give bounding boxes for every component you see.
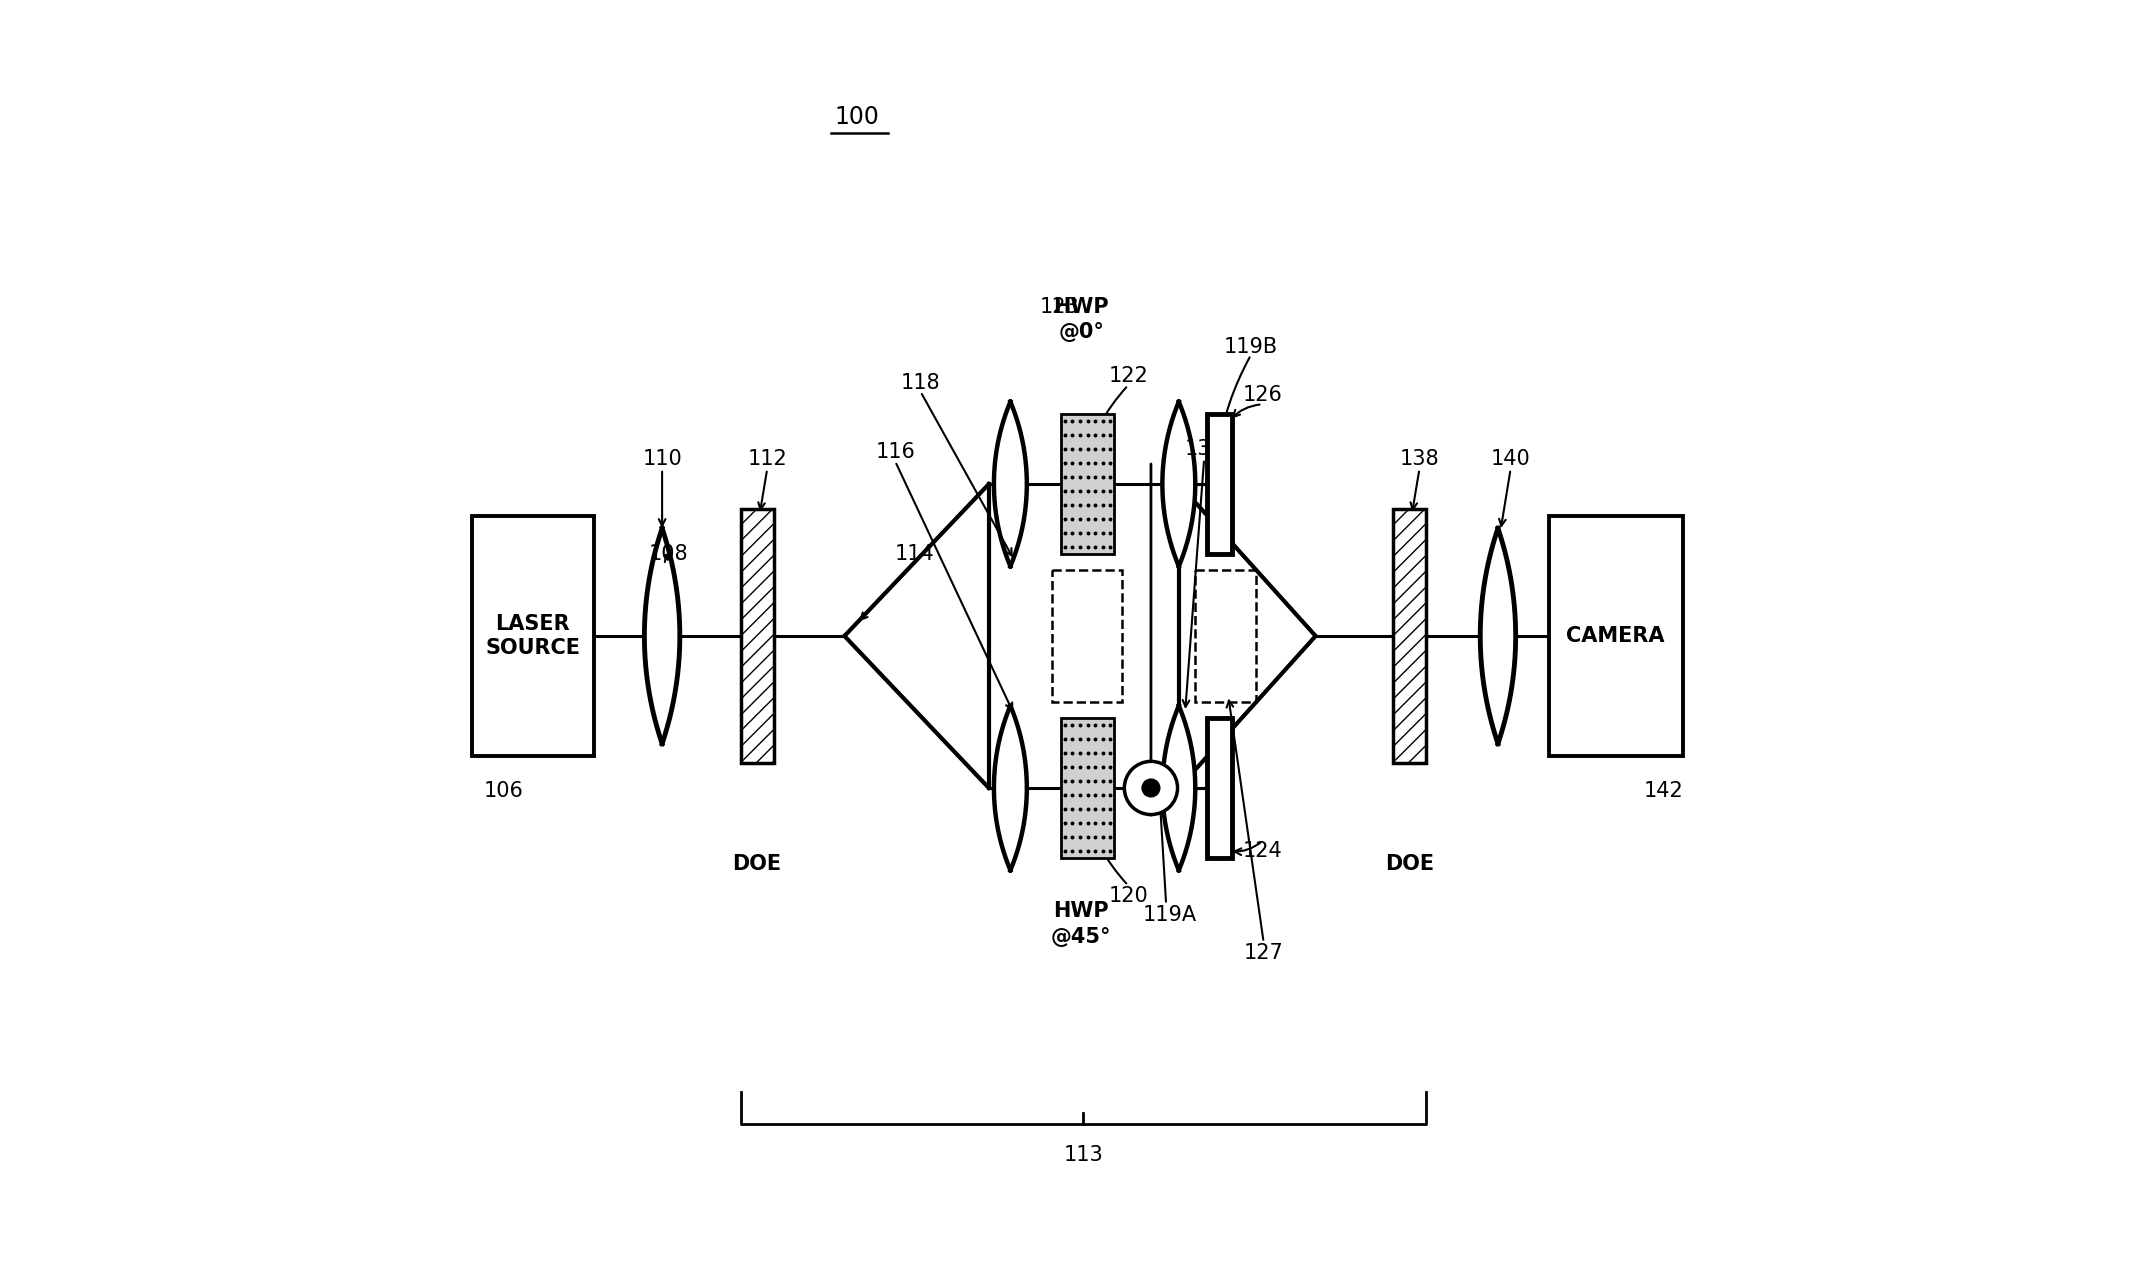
- Bar: [1060, 415, 1114, 553]
- Text: HWP: HWP: [1054, 901, 1110, 921]
- Text: 127: 127: [1243, 943, 1284, 963]
- Text: 114: 114: [894, 543, 933, 563]
- Text: DOE: DOE: [1386, 854, 1433, 874]
- Bar: [1207, 719, 1233, 857]
- Polygon shape: [1162, 706, 1196, 870]
- Text: 116: 116: [875, 443, 916, 462]
- Bar: [1060, 719, 1114, 857]
- Bar: [1052, 570, 1123, 702]
- Bar: [741, 509, 774, 763]
- Text: 123: 123: [1041, 296, 1080, 317]
- Polygon shape: [644, 528, 679, 744]
- Text: 113: 113: [1062, 1145, 1103, 1165]
- Bar: [1392, 509, 1427, 763]
- Text: 112: 112: [748, 449, 787, 468]
- Bar: [1549, 515, 1683, 757]
- Bar: [1207, 415, 1233, 553]
- Text: 120: 120: [1108, 885, 1149, 906]
- Text: CAMERA: CAMERA: [1567, 626, 1666, 646]
- Text: 106: 106: [485, 781, 524, 800]
- Text: 110: 110: [642, 449, 681, 468]
- Text: DOE: DOE: [733, 854, 782, 874]
- Polygon shape: [1480, 528, 1515, 744]
- Text: 142: 142: [1644, 781, 1683, 800]
- Text: LASER
SOURCE: LASER SOURCE: [485, 614, 580, 658]
- Text: 100: 100: [834, 106, 879, 130]
- Circle shape: [1142, 780, 1159, 796]
- Text: 136: 136: [1185, 439, 1224, 459]
- Text: 119A: 119A: [1142, 904, 1196, 925]
- Text: 138: 138: [1399, 449, 1440, 468]
- Polygon shape: [1162, 402, 1196, 566]
- Text: 126: 126: [1243, 385, 1282, 406]
- Bar: [472, 515, 595, 757]
- Bar: [1196, 570, 1256, 702]
- Text: HWP: HWP: [1054, 296, 1110, 317]
- Text: 122: 122: [1108, 366, 1149, 387]
- Text: 118: 118: [901, 373, 940, 393]
- Polygon shape: [993, 402, 1026, 566]
- Text: 108: 108: [649, 543, 687, 563]
- Text: 140: 140: [1491, 449, 1530, 468]
- Circle shape: [1125, 762, 1177, 814]
- Text: 119B: 119B: [1224, 337, 1278, 357]
- Text: @45°: @45°: [1052, 927, 1112, 948]
- Text: 124: 124: [1243, 841, 1282, 861]
- Text: @0°: @0°: [1058, 322, 1103, 342]
- Polygon shape: [993, 706, 1026, 870]
